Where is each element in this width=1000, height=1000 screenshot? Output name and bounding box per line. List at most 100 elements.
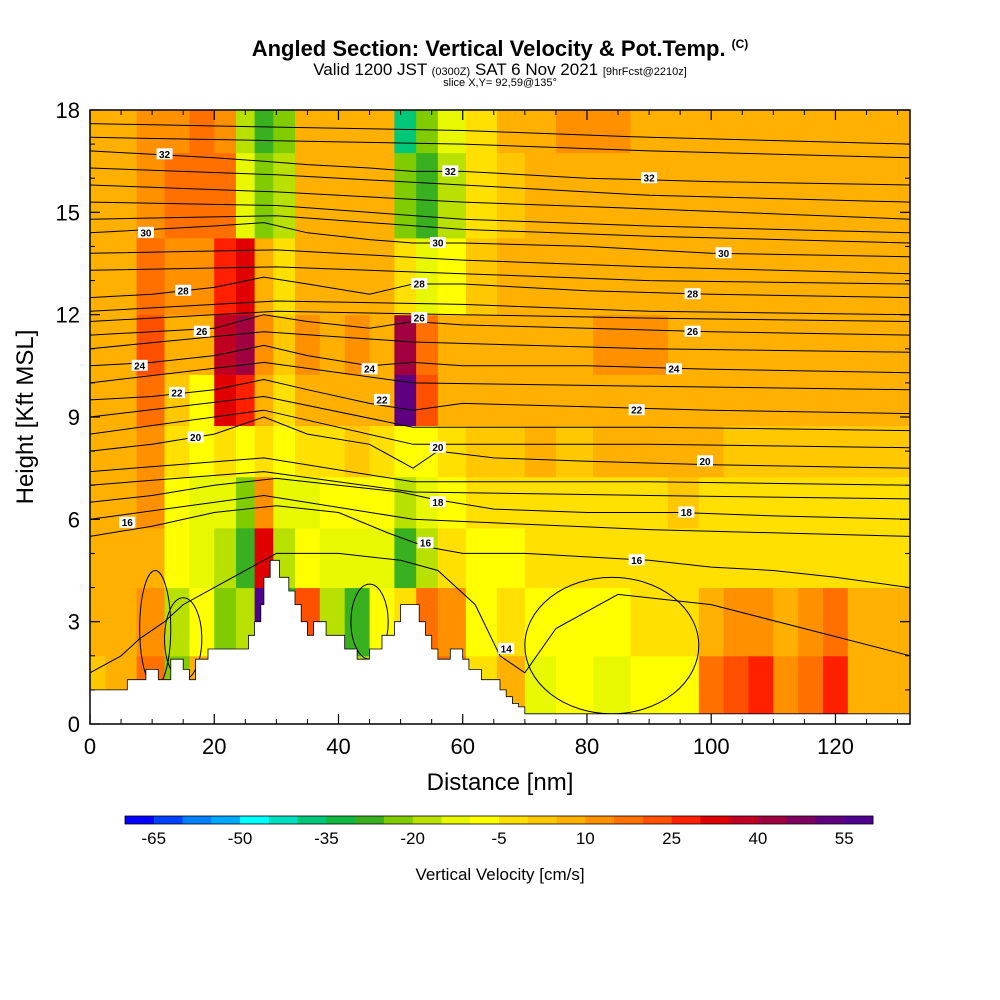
colorbar-swatch [729,816,759,824]
potential-temperature-contours [90,123,910,715]
w-cell [136,527,166,589]
w-cell [254,476,274,529]
w-cell [872,655,899,724]
w-cell [273,110,296,154]
contour-label-bg [684,288,701,300]
vertical-velocity-field [90,110,910,724]
w-cell [748,425,774,478]
w-cell [496,527,526,589]
w-cell [555,476,594,529]
w-cell [723,476,749,529]
w-cell [235,425,256,478]
w-cell [798,374,824,427]
w-cell [344,527,371,589]
contour-label-bg [119,516,136,528]
w-cell [630,655,669,724]
w-cell [465,374,498,427]
w-cell [773,110,799,154]
w-cell [136,110,166,154]
w-cell [798,237,824,316]
isentrope-28 [90,276,910,299]
w-cell [235,152,256,239]
w-cell [593,587,631,657]
w-cell [798,527,824,589]
w-cell [798,152,824,239]
w-cell [524,655,557,724]
w-cell [189,110,215,154]
x-tick-label: 20 [202,734,226,759]
w-cell [555,314,594,375]
w-cell [394,152,417,239]
w-cell [897,110,910,154]
w-cell [847,237,874,316]
w-cell [319,237,346,316]
colorbar-tick-label: -20 [400,829,425,848]
w-cell [465,152,498,239]
w-cell [105,587,138,657]
isentrope-line [90,215,910,244]
w-cell [773,655,799,724]
contour-label: 20 [699,457,711,468]
w-cell [593,314,631,375]
w-cell [748,476,774,529]
w-cell [164,527,190,589]
colorbar-swatch [614,816,644,824]
contour-label: 30 [718,249,730,260]
isentrope-16 [90,505,910,589]
colorbar-tick-label: -50 [228,829,253,848]
isentrope-line [90,494,910,537]
w-cell [630,110,669,154]
w-cell [555,587,594,657]
w-cell [369,476,395,529]
w-cell [164,425,190,478]
colorbar-swatch [757,816,787,824]
x-tick-label: 0 [84,734,96,759]
w-cell [136,425,166,478]
w-cell [319,425,346,478]
contour-label-bg [715,247,732,259]
w-cell [164,374,190,427]
contour-label-bg [684,325,701,337]
w-cell [630,374,669,427]
w-cell [235,527,256,589]
w-cell [524,110,557,154]
w-cell [847,527,874,589]
contour-label: 24 [134,361,146,372]
w-cell [437,374,467,427]
w-cell [897,655,910,724]
isentrope-26 [90,314,910,336]
colorbar-swatch [556,816,586,824]
w-cell [798,110,824,154]
slice-info: slice X,Y= 92,59@135° [443,77,557,89]
isentrope-line [90,361,910,391]
w-cell [748,655,774,724]
w-cell [723,314,749,375]
y-tick-label: 18 [56,98,80,123]
w-cell [235,314,256,375]
colorbar-title: Vertical Velocity [cm/s] [415,865,584,884]
w-cell [273,425,296,478]
w-cell [872,314,899,375]
w-cell [90,314,107,375]
w-cell [847,425,874,478]
isentrope-18 [90,477,910,520]
w-cell [235,110,256,154]
w-cell [823,374,849,427]
w-cell [394,314,417,375]
isentrope-30 [90,222,910,258]
w-cell [164,476,190,529]
w-cell [295,110,321,154]
w-cell [465,237,498,316]
w-cell [416,110,439,154]
w-cell [897,374,910,427]
w-cell [136,476,166,529]
contour-label-bg [641,172,658,184]
chart-title: Angled Section: Vertical Velocity & Pot.… [0,36,1000,62]
colorbar-tick-label: 25 [662,829,681,848]
w-cell [254,110,274,154]
w-cell [235,237,256,316]
w-cell [773,314,799,375]
w-cell [667,425,700,478]
w-cell [235,476,256,529]
w-cell [394,110,417,154]
